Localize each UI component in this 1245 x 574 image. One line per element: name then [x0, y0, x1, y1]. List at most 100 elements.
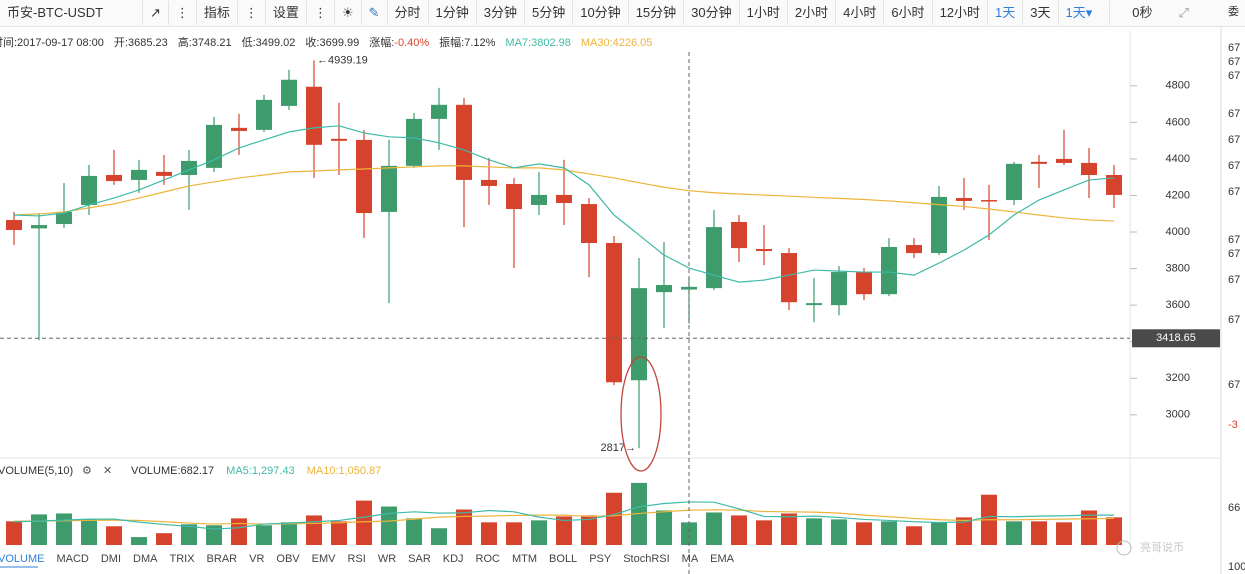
interval-button[interactable]: 1分钟: [429, 1, 477, 25]
indicator-tab[interactable]: SAR: [408, 553, 431, 565]
interval-button[interactable]: 6小时: [884, 1, 933, 25]
interval-button[interactable]: 5分钟: [525, 1, 574, 25]
indicator-tab[interactable]: EMV: [312, 553, 337, 565]
popout-icon[interactable]: ↗: [143, 1, 169, 25]
volume-bar: [706, 512, 722, 545]
info-open: 3685.23: [128, 37, 168, 49]
indicator-tab[interactable]: TRIX: [169, 553, 195, 565]
volume-bar: [581, 515, 597, 545]
side-label: -3: [1228, 419, 1238, 431]
indicator-tab[interactable]: KDJ: [443, 553, 464, 565]
side-label: 66: [1228, 502, 1240, 514]
info-time: 时间:2017-09-17 08:00: [0, 36, 104, 49]
indicator-tab[interactable]: OBV: [276, 553, 300, 565]
interval-button[interactable]: 12小时: [933, 1, 989, 25]
indicator-tab[interactable]: StochRSI: [623, 553, 669, 565]
indicator-tab[interactable]: MACD: [56, 553, 88, 565]
candle-body: [431, 104, 447, 119]
info-close: 3699.99: [319, 37, 359, 49]
interval-button[interactable]: 3天: [1023, 1, 1059, 25]
candle-body: [531, 194, 547, 205]
period-select[interactable]: 1天▾: [1059, 1, 1110, 25]
y-tick-label: 4800: [1166, 80, 1190, 92]
info-close-label: 收:: [305, 35, 319, 49]
interval-button[interactable]: 1小时: [740, 1, 788, 25]
volume-bar: [456, 509, 472, 545]
indicator-button[interactable]: 指标: [197, 1, 238, 25]
info-ma7-label: MA7:: [505, 37, 531, 49]
indicator-tab[interactable]: BOLL: [549, 553, 577, 565]
indicator-tab[interactable]: RSI: [347, 553, 365, 565]
candle-body: [856, 272, 872, 295]
volume-bar: [881, 521, 897, 545]
interval-button[interactable]: 3分钟: [477, 1, 525, 25]
indicator-tab[interactable]: WR: [378, 553, 396, 565]
y-tick-label: 3400: [1166, 336, 1190, 348]
candle-body: [231, 127, 247, 131]
y-tick-label: 4200: [1166, 189, 1190, 201]
info-open-label: 开:: [114, 37, 128, 49]
side-label: 67: [1228, 134, 1240, 146]
volume-bar: [156, 533, 172, 545]
interval-button[interactable]: 10分钟: [573, 1, 629, 25]
candle-body: [356, 139, 372, 214]
volume-bar: [831, 519, 847, 545]
volume-bar: [381, 506, 397, 545]
volume-bar: [656, 510, 672, 545]
indicator-tab[interactable]: MA: [682, 553, 699, 565]
candle-body: [381, 165, 397, 212]
settings-button[interactable]: 设置: [266, 1, 307, 25]
gear-icon: ⚙: [82, 465, 92, 477]
interval-button[interactable]: 15分钟: [629, 1, 685, 25]
info-low-label: 低:: [242, 36, 256, 49]
ma10-value: 1,050.87: [338, 465, 381, 477]
ma5-value: 1,297.43: [252, 465, 295, 477]
candle-body: [131, 169, 147, 180]
candle-body: [256, 99, 272, 130]
info-high-label: 高:: [178, 35, 192, 49]
candle-body: [756, 249, 772, 252]
menu-dots[interactable]: ⋮: [307, 1, 335, 25]
draw-icon[interactable]: ✎: [362, 1, 388, 25]
y-tick-label: 3800: [1166, 262, 1190, 274]
interval-button[interactable]: 30分钟: [684, 1, 740, 25]
indicator-tab[interactable]: PSY: [589, 553, 612, 565]
low-annotation: 2817→: [601, 442, 636, 454]
volume-bar: [781, 513, 797, 545]
interval-button[interactable]: 2小时: [788, 1, 837, 25]
menu-dots[interactable]: ⋮: [169, 1, 197, 25]
interval-button[interactable]: 1天: [988, 1, 1024, 25]
candle-body: [1056, 158, 1072, 163]
ma5-label: MA5:: [226, 465, 252, 477]
indicator-tab[interactable]: ROC: [476, 553, 501, 565]
indicator-tab[interactable]: VR: [249, 553, 264, 565]
volume-bar: [981, 494, 997, 545]
candle-body: [706, 227, 722, 289]
volume-bar: [606, 492, 622, 545]
volume-bar: [531, 520, 547, 545]
symbol[interactable]: 币安-BTC-USDT: [0, 1, 143, 25]
watermark-icon: [1116, 540, 1132, 556]
side-label: 67: [1228, 314, 1240, 326]
candle-body: [1106, 175, 1122, 195]
candle-body: [406, 118, 422, 166]
indicator-tab[interactable]: BRAR: [207, 553, 238, 565]
info-change: -0.40%: [394, 37, 429, 49]
fullscreen-icon[interactable]: ⤢: [1178, 5, 1189, 20]
candle-body: [931, 196, 947, 254]
y-tick-label: 3200: [1166, 372, 1190, 384]
indicator-tab[interactable]: MTM: [512, 553, 537, 565]
candle-body: [106, 175, 122, 182]
candle-body: [806, 303, 822, 306]
indicator-tab[interactable]: DMA: [133, 553, 158, 565]
volume-label: VOLUME:: [131, 465, 181, 477]
last-price-label: 3418.65: [1156, 332, 1196, 344]
indicator-tab[interactable]: EMA: [710, 553, 735, 565]
interval-button[interactable]: 4小时: [836, 1, 885, 25]
indicator-tab[interactable]: VOLUME: [0, 553, 44, 565]
theme-icon[interactable]: ☀: [335, 1, 362, 25]
interval-button[interactable]: 分时: [388, 1, 429, 25]
volume-bar: [1106, 517, 1122, 545]
menu-dots[interactable]: ⋮: [238, 1, 266, 25]
indicator-tab[interactable]: DMI: [101, 553, 121, 565]
